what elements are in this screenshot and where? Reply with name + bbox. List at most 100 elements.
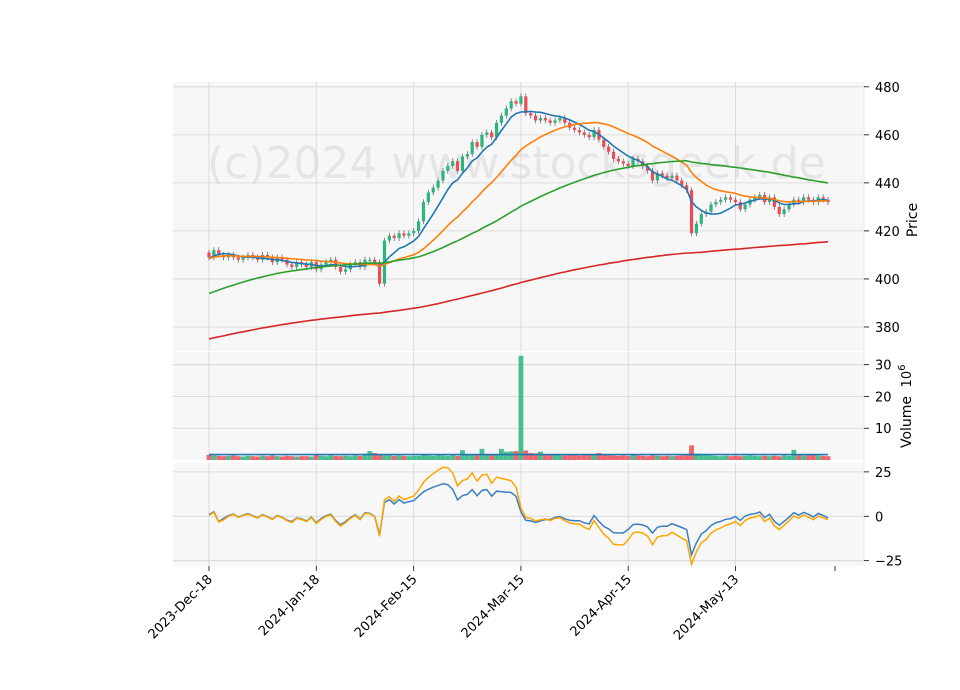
candle-body: [602, 139, 606, 147]
candle-body: [611, 151, 616, 159]
volume-bar: [679, 455, 685, 460]
volume-bar: [245, 455, 251, 460]
candle-body: [670, 175, 674, 179]
volume-bar: [396, 455, 402, 460]
volume-bar: [343, 455, 348, 460]
volume-bar: [377, 454, 382, 460]
candle-body: [392, 235, 396, 239]
volume-bar: [630, 454, 636, 460]
candle-body: [241, 257, 245, 260]
candle-body: [436, 180, 440, 188]
volume-bar: [221, 456, 227, 460]
volume-tick-label: 10: [875, 422, 892, 437]
candle-body: [689, 190, 694, 234]
volume-bar: [269, 455, 275, 460]
candle-body: [485, 132, 489, 135]
volume-bar: [294, 456, 300, 460]
candle-body: [733, 199, 737, 203]
x-tick-label: 2024-Feb-15: [352, 572, 421, 641]
candle-body: [504, 108, 508, 116]
volume-bar: [367, 451, 373, 460]
volume-bar: [216, 455, 222, 460]
candle-body: [455, 161, 460, 171]
volume-bar: [825, 456, 831, 460]
candle-body: [475, 142, 479, 147]
volume-tick-label: 30: [875, 359, 892, 374]
candle-body: [373, 259, 377, 263]
volume-bar: [635, 455, 641, 460]
volume-bar: [625, 455, 631, 460]
volume-bar: [776, 456, 782, 460]
x-tick-label: 2024-May-13: [671, 572, 742, 643]
volume-bar: [313, 454, 319, 460]
volume-bar: [450, 455, 456, 460]
candle-body: [553, 120, 557, 123]
candle-body: [426, 192, 430, 203]
price-axis-label: Price: [905, 203, 921, 237]
price-tick-label: 420: [875, 225, 900, 240]
volume-bar: [728, 456, 733, 460]
volume-bar: [464, 454, 470, 460]
candle-body: [699, 214, 703, 224]
volume-bar: [645, 456, 651, 460]
volume-bar: [435, 455, 441, 460]
candle-body: [524, 96, 528, 114]
candle-body: [782, 209, 786, 215]
candle-body: [787, 204, 791, 210]
candle-body: [207, 252, 211, 258]
volume-bar: [386, 455, 392, 460]
volume-bar: [737, 456, 743, 460]
candle-body: [407, 233, 411, 236]
volume-bar: [338, 456, 343, 460]
candle-body: [460, 156, 465, 171]
volume-bar: [820, 455, 826, 460]
volume-bar: [664, 455, 670, 460]
price-tick-label: 440: [875, 177, 900, 192]
oscillator-tick-label: 0: [875, 510, 883, 525]
volume-panel-background: [173, 352, 864, 460]
volume-bar: [372, 453, 378, 460]
volume-bar: [406, 456, 412, 460]
volume-bar: [255, 456, 261, 460]
candle-body: [572, 127, 577, 131]
volume-axis-label: Volume: [899, 396, 915, 448]
candle-body: [753, 197, 757, 200]
volume-bar: [411, 455, 417, 460]
price-tick-label: 400: [875, 273, 900, 288]
watermark: (c)2024 www.stocksgeek.de: [207, 138, 826, 189]
oscillator-slow-line: [208, 466, 829, 567]
candle-body: [543, 118, 547, 121]
volume-bar: [557, 455, 563, 460]
candle-body: [377, 262, 382, 284]
price-tick-label: 480: [875, 81, 900, 96]
volume-bar: [328, 455, 334, 460]
volume-bar: [542, 453, 548, 460]
candle-body: [343, 269, 348, 272]
candle-body: [295, 262, 299, 267]
candle-body: [694, 223, 699, 234]
volume-bar: [469, 454, 475, 460]
candle-body: [368, 259, 372, 261]
candle-body: [529, 113, 533, 116]
candle-body: [743, 204, 747, 210]
candle-body: [719, 199, 723, 203]
x-tick-label: 2024-Apr-15: [568, 572, 635, 639]
volume-bar: [455, 455, 460, 460]
candle-body: [499, 115, 504, 123]
volume-bar: [528, 453, 534, 460]
volume-bar: [430, 455, 436, 460]
candle-body: [738, 202, 742, 210]
volume-bar: [518, 355, 524, 460]
volume-bar: [806, 454, 811, 460]
volume-bar: [552, 454, 558, 460]
volume-bar: [577, 455, 582, 460]
ma-slow-line: [208, 159, 829, 295]
volume-bar: [260, 455, 266, 460]
volume-bar: [684, 455, 690, 460]
candle-body: [714, 202, 718, 205]
candle-body: [607, 146, 611, 152]
candle-body: [821, 197, 825, 200]
volume-bar: [513, 451, 519, 460]
volume-bar: [601, 454, 607, 460]
candle-body: [509, 101, 513, 109]
